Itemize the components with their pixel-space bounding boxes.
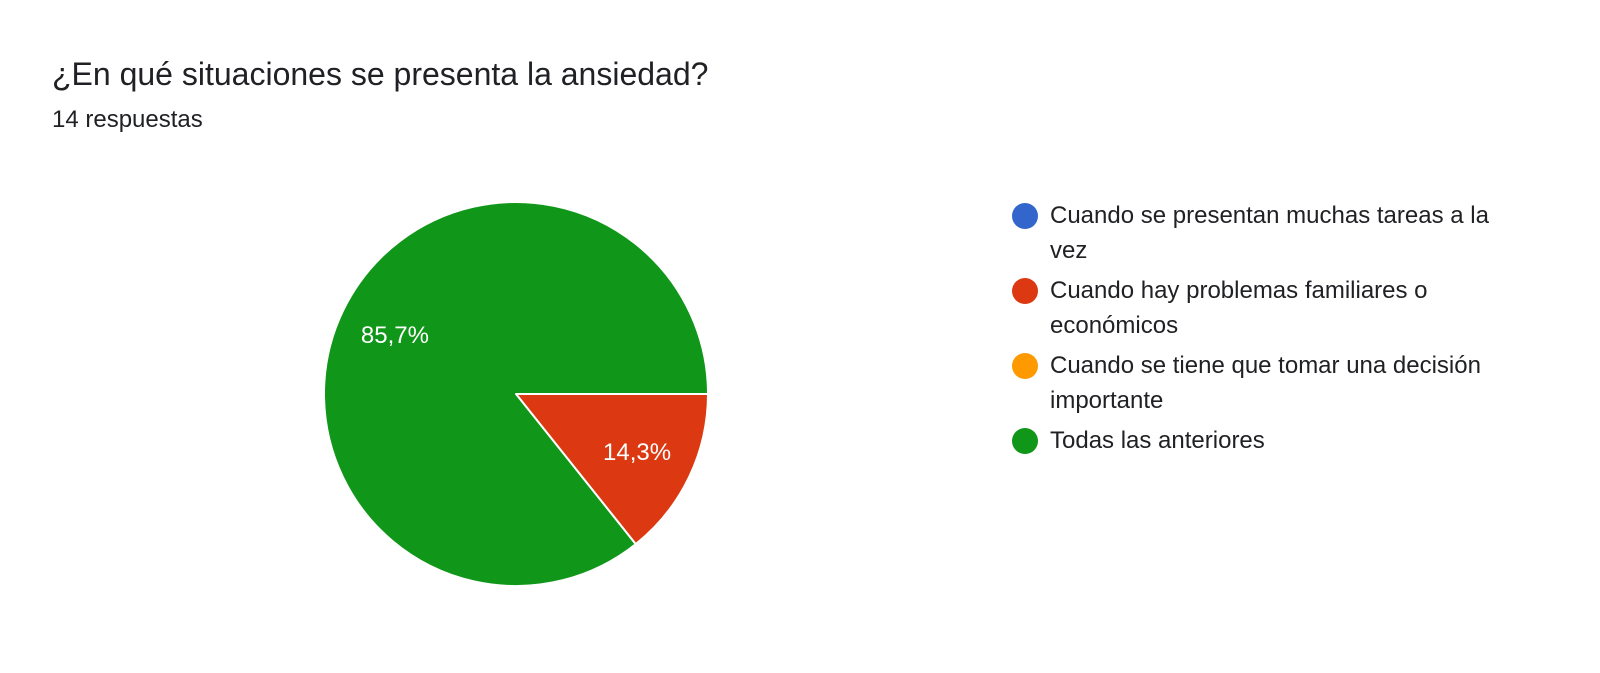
- legend-item-0[interactable]: Cuando se presentan muchas tareas a la v…: [1012, 198, 1532, 268]
- legend-swatch-icon: [1012, 353, 1038, 379]
- response-count: 14 respuestas: [52, 106, 203, 133]
- legend-swatch-icon: [1012, 278, 1038, 304]
- pie-slice-3[interactable]: [323, 201, 709, 587]
- chart-legend: Cuando se presentan muchas tareas a la v…: [1012, 198, 1532, 463]
- legend-label: Cuando hay problemas familiares o económ…: [1050, 277, 1428, 339]
- legend-label: Cuando se presentan muchas tareas a la v…: [1050, 202, 1489, 264]
- legend-item-3[interactable]: Todas las anteriores: [1012, 423, 1532, 458]
- question-title: ¿En qué situaciones se presenta la ansie…: [52, 56, 709, 92]
- pie-slice-1[interactable]: [515, 393, 709, 546]
- legend-swatch-icon: [1012, 203, 1038, 229]
- legend-label: Todas las anteriores: [1050, 427, 1265, 454]
- slice-percent-label-3: 85,7%: [361, 322, 429, 349]
- slice-percent-label-1: 14,3%: [603, 439, 671, 466]
- legend-item-1[interactable]: Cuando hay problemas familiares o económ…: [1012, 273, 1532, 343]
- legend-item-2[interactable]: Cuando se tiene que tomar una decisión i…: [1012, 348, 1532, 418]
- legend-label: Cuando se tiene que tomar una decisión i…: [1050, 352, 1481, 414]
- legend-swatch-icon: [1012, 428, 1038, 454]
